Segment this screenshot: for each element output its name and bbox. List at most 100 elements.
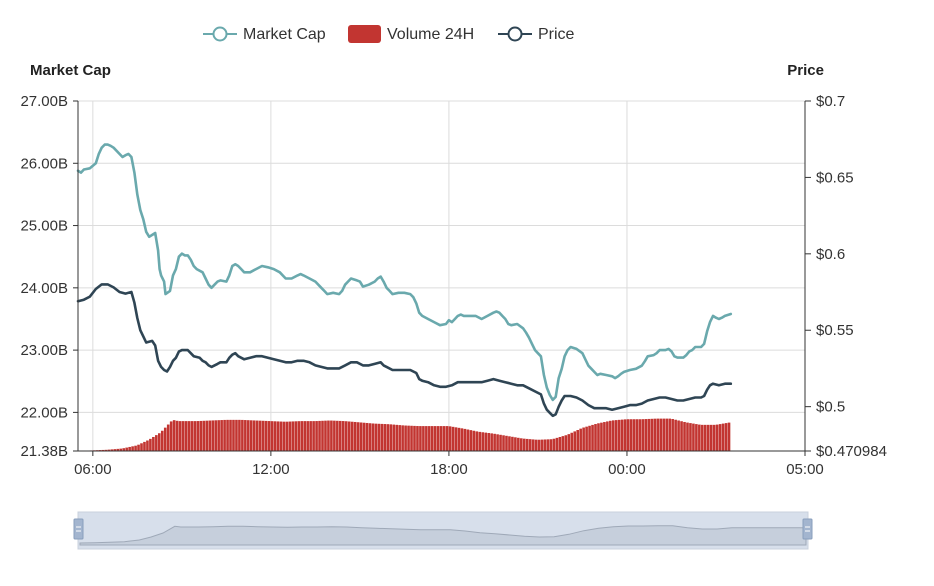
- volume-bar: [288, 421, 292, 451]
- volume-bar: [614, 420, 618, 451]
- volume-bar: [371, 423, 375, 451]
- volume-bar: [641, 419, 645, 451]
- volume-bar: [689, 423, 692, 451]
- volume-bar: [261, 420, 265, 451]
- volume-bar: [436, 426, 440, 451]
- volume-bar: [122, 448, 125, 451]
- volume-bar: [629, 419, 633, 451]
- volume-bar: [395, 424, 398, 451]
- volume-bar: [258, 420, 262, 451]
- volume-bar: [564, 435, 568, 451]
- volume-bar: [478, 431, 482, 451]
- volume-bar: [496, 434, 499, 451]
- volume-bar: [344, 421, 348, 451]
- legend-item-price[interactable]: Price: [498, 26, 575, 43]
- volume-bar: [267, 421, 271, 451]
- y-right-tick-label: $0.65: [816, 169, 854, 186]
- volume-bar: [273, 421, 277, 451]
- volume-bar: [160, 430, 164, 451]
- volume-bar: [466, 429, 470, 451]
- volume-bar: [609, 420, 612, 451]
- volume-bar: [517, 437, 520, 451]
- volume-bar: [187, 421, 191, 451]
- volume-bar: [383, 424, 387, 451]
- volume-bar: [291, 421, 295, 451]
- volume-bar: [552, 438, 556, 451]
- volume-bar: [727, 422, 731, 451]
- volume-bar: [484, 432, 488, 451]
- y-right-tick-label: $0.55: [816, 322, 854, 339]
- volume-bar: [220, 420, 223, 451]
- volume-bar: [540, 439, 544, 451]
- volume-bar: [638, 419, 642, 451]
- volume-bar: [398, 425, 401, 451]
- volume-bar: [107, 449, 111, 451]
- data-zoom-slider[interactable]: [73, 511, 813, 550]
- y-left-tick-label: 25.00B: [20, 218, 68, 235]
- volume-bar: [119, 448, 123, 451]
- volume-bar: [353, 421, 357, 451]
- volume-bar: [632, 419, 636, 451]
- volume-bar: [404, 425, 407, 451]
- volume-bar: [558, 436, 562, 451]
- volume-bar: [169, 421, 173, 451]
- volume-bar: [214, 420, 217, 451]
- volume-bar: [217, 420, 220, 451]
- volume-bar: [199, 420, 203, 451]
- legend-item-market-cap[interactable]: Market Cap: [203, 26, 326, 43]
- volume-bar: [140, 443, 143, 451]
- legend-label-market-cap: Market Cap: [243, 26, 326, 43]
- volume-bar: [546, 439, 550, 451]
- volume-bar: [143, 441, 146, 451]
- volume-bar: [202, 420, 206, 451]
- volume-bar: [650, 418, 654, 451]
- volume-bar: [134, 445, 137, 451]
- y-right-tick-label: $0.6: [816, 246, 845, 263]
- right-axis-title: Price: [787, 62, 824, 79]
- volume-bar: [656, 418, 660, 451]
- volume-bar: [425, 426, 428, 451]
- volume-bar: [528, 439, 532, 451]
- volume-bar: [223, 419, 226, 451]
- volume-bar: [522, 438, 526, 451]
- volume-bar: [555, 437, 559, 451]
- zoom-handle-right[interactable]: [802, 518, 813, 540]
- volume-bar: [270, 421, 274, 451]
- legend-item-volume-24h[interactable]: Volume 24H: [348, 25, 474, 43]
- volume-bar: [208, 420, 212, 451]
- volume-bar: [235, 419, 238, 451]
- volume-bar: [626, 419, 630, 451]
- volume-bar: [499, 434, 502, 451]
- volume-bar: [445, 426, 449, 451]
- volume-bar: [303, 421, 307, 451]
- volume-bar: [514, 437, 517, 451]
- volume-bar: [603, 422, 606, 451]
- volume-bar: [312, 421, 315, 451]
- volume-bar: [193, 421, 197, 451]
- volume-bar: [439, 426, 443, 451]
- volume-bar: [149, 438, 152, 451]
- volume-bar: [309, 421, 312, 451]
- volume-bar: [190, 421, 194, 451]
- volume-bar: [635, 419, 639, 451]
- volume-bar: [362, 422, 366, 451]
- volume-bar: [511, 436, 514, 451]
- volume-bar: [534, 439, 538, 451]
- legend-label-price: Price: [538, 26, 575, 43]
- volume-bar: [386, 424, 390, 451]
- volume-bar: [680, 421, 683, 451]
- volume-bar: [428, 426, 431, 451]
- volume-bar: [232, 419, 235, 451]
- volume-bar: [493, 433, 496, 451]
- volume-bar: [487, 433, 490, 451]
- volume-bar: [377, 423, 381, 451]
- volume-bar: [389, 424, 393, 451]
- volume-bar: [594, 424, 597, 451]
- volume-bar: [712, 424, 716, 451]
- zoom-handle-left[interactable]: [73, 518, 84, 540]
- volume-bar: [211, 420, 215, 451]
- volume-bar: [104, 449, 108, 451]
- volume-bars: [89, 418, 731, 451]
- volume-bar: [724, 423, 728, 451]
